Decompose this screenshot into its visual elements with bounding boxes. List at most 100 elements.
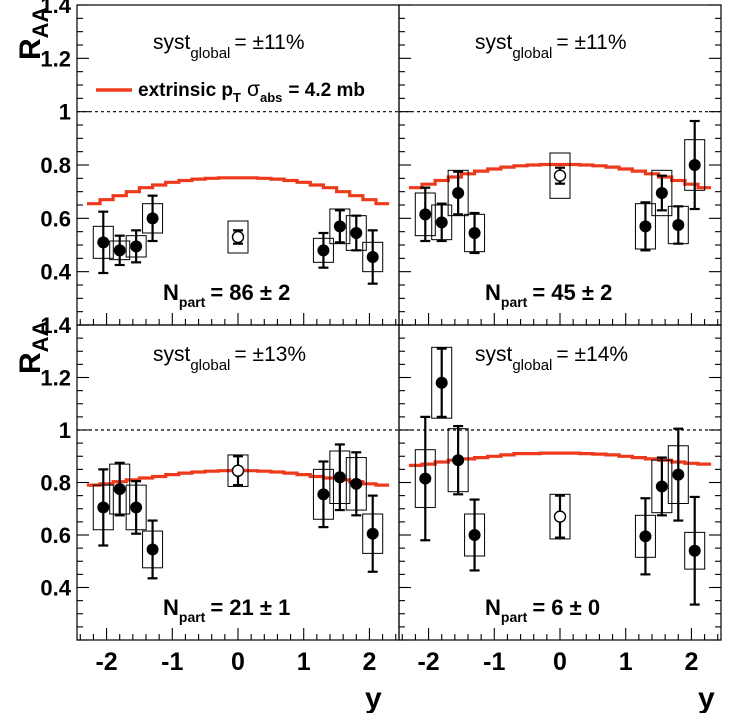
- filled-marker: [419, 472, 432, 485]
- y-tick-label: 0.8: [40, 153, 71, 178]
- filled-marker: [452, 454, 465, 467]
- sys-box: [447, 169, 469, 217]
- data-point: [109, 234, 131, 267]
- open-marker: [553, 510, 567, 523]
- filled-marker: [672, 219, 685, 231]
- x-tick-label: 1: [297, 648, 311, 676]
- filled-marker: [688, 544, 701, 557]
- x-axis-title-right: y: [698, 682, 715, 713]
- legend: extrinsic pT σabs = 4.2 mb: [96, 78, 365, 105]
- data-point: [329, 208, 351, 245]
- y-tick-label: 0.4: [40, 576, 71, 601]
- sys-box: [431, 346, 453, 419]
- x-tick-label: 2: [684, 648, 698, 676]
- filled-marker: [333, 471, 346, 484]
- data-point: [362, 494, 384, 573]
- data-point: [345, 214, 367, 252]
- filled-marker: [366, 251, 379, 263]
- filled-marker: [350, 477, 363, 490]
- panel-2: systglobal = ±11% Npart = 45 ± 2: [398, 4, 722, 326]
- data-point: [142, 519, 164, 580]
- y-axis-title-top: RAA: [14, 6, 53, 60]
- panel-3: 0.4 0.6 0.8 1 1.2 1.4 -2 -1 0 1 2 systglobal = ±13% N…: [40, 313, 400, 676]
- data-point: [312, 231, 334, 269]
- x-tick-label: 0: [553, 648, 567, 676]
- syst-label: systglobal = ±11%: [475, 31, 627, 62]
- data-point: [651, 456, 673, 517]
- filled-marker: [655, 187, 668, 199]
- filled-marker: [130, 240, 143, 253]
- sys-box: [227, 454, 249, 487]
- y-tick-label: 0.4: [40, 260, 71, 285]
- x-tick-label: -1: [161, 648, 183, 676]
- model-curve: [86, 176, 390, 206]
- data-point: [227, 220, 249, 254]
- filled-marker: [688, 159, 701, 171]
- sys-box: [549, 493, 571, 540]
- y-tick-label: 1: [59, 100, 71, 125]
- data-point: [464, 211, 486, 255]
- data-point: [549, 493, 571, 540]
- filled-marker: [435, 216, 448, 229]
- y-tick-label: 0.8: [40, 471, 71, 496]
- data-point: [634, 497, 656, 576]
- y-tick-label: 1: [59, 418, 71, 443]
- y-tick-label: 1.4: [40, 313, 71, 338]
- svg-text:RAA: RAA: [14, 6, 53, 60]
- data-point: [684, 119, 706, 211]
- panel-frame: [398, 324, 722, 641]
- filled-marker: [333, 220, 346, 233]
- y-tick-label: 1.2: [40, 46, 71, 71]
- filled-marker: [146, 543, 159, 556]
- filled-marker: [317, 244, 330, 257]
- filled-marker: [452, 187, 465, 199]
- data-point: [464, 498, 486, 572]
- x-axis-title-left: y: [365, 682, 382, 713]
- filled-marker: [468, 529, 481, 541]
- filled-marker: [366, 527, 379, 540]
- panel-1: 0.4 0.6 0.8 1 1.2 1.4 systglobal = ±11% Npart = 8…: [40, 0, 400, 326]
- svg-text:RAA: RAA: [14, 320, 53, 374]
- open-marker: [231, 230, 245, 244]
- npart-label: Npart = 21 ± 1: [163, 595, 290, 625]
- filled-marker: [639, 530, 652, 543]
- npart-label: Npart = 6 ± 0: [485, 595, 600, 625]
- filled-marker: [130, 501, 143, 514]
- data-point: [109, 461, 131, 517]
- syst-label: systglobal = ±14%: [475, 343, 628, 374]
- data-point: [447, 169, 469, 217]
- data-point: [667, 427, 689, 522]
- x-tick-label: -2: [417, 648, 439, 676]
- data-point: [142, 194, 164, 243]
- open-marker: [231, 464, 245, 477]
- x-tick-label: -2: [95, 648, 117, 676]
- npart-label: Npart = 86 ± 2: [163, 280, 290, 310]
- panel-4: -2 -1 0 1 2 systglobal = ±14% Npart = 6 ± 0: [398, 324, 722, 676]
- sys-box: [227, 220, 249, 254]
- sys-box: [329, 208, 351, 245]
- data-point: [549, 152, 571, 199]
- filled-marker: [146, 212, 159, 225]
- x-tick-label: 0: [231, 648, 245, 676]
- x-tick-label: 1: [619, 648, 633, 676]
- data-point: [312, 460, 334, 529]
- data-point: [651, 169, 673, 217]
- data-point: [684, 495, 706, 606]
- filled-marker: [113, 244, 126, 257]
- data-point: [125, 480, 147, 535]
- sys-box: [549, 152, 571, 199]
- filled-marker: [317, 488, 330, 501]
- data-point: [447, 424, 469, 496]
- filled-marker: [113, 483, 126, 496]
- syst-label: systglobal = ±11%: [153, 31, 305, 62]
- data-point: [345, 451, 367, 517]
- open-marker: [553, 169, 567, 182]
- filled-marker: [468, 227, 481, 239]
- filled-marker: [655, 480, 668, 493]
- sys-box: [651, 169, 673, 217]
- y-axis-title-bottom: RAA: [14, 320, 53, 374]
- filled-marker: [97, 501, 110, 514]
- y-tick-label: 1.4: [40, 0, 71, 18]
- data-point: [431, 202, 453, 243]
